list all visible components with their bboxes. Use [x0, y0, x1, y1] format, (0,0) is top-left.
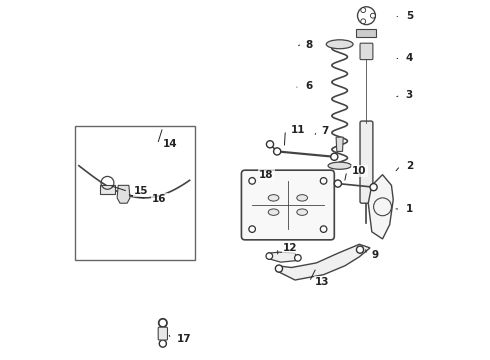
Circle shape — [266, 253, 272, 259]
Text: 1: 1 — [406, 204, 413, 214]
Text: 14: 14 — [163, 139, 177, 149]
Circle shape — [361, 19, 366, 23]
Ellipse shape — [297, 195, 308, 201]
Text: 15: 15 — [134, 186, 148, 197]
Text: 13: 13 — [315, 277, 329, 287]
Circle shape — [371, 185, 376, 189]
Circle shape — [249, 226, 255, 232]
Ellipse shape — [326, 40, 353, 49]
Text: 16: 16 — [152, 194, 167, 203]
Ellipse shape — [268, 195, 279, 201]
Polygon shape — [117, 185, 130, 203]
Circle shape — [277, 266, 281, 271]
Circle shape — [160, 320, 166, 325]
Circle shape — [273, 148, 281, 155]
Circle shape — [275, 265, 283, 272]
Circle shape — [268, 142, 272, 147]
Text: 17: 17 — [176, 334, 191, 344]
Circle shape — [356, 246, 364, 253]
Circle shape — [321, 179, 325, 183]
Circle shape — [268, 254, 271, 258]
Polygon shape — [268, 252, 298, 262]
Circle shape — [267, 141, 273, 148]
FancyBboxPatch shape — [360, 43, 373, 60]
Bar — [100, 185, 115, 194]
Circle shape — [371, 14, 374, 17]
FancyBboxPatch shape — [158, 327, 168, 340]
FancyBboxPatch shape — [360, 121, 373, 203]
FancyBboxPatch shape — [242, 170, 334, 240]
Polygon shape — [336, 137, 343, 152]
Text: 11: 11 — [291, 125, 305, 135]
Circle shape — [320, 178, 327, 184]
Circle shape — [250, 179, 254, 183]
Text: 7: 7 — [321, 126, 329, 136]
Text: 4: 4 — [406, 53, 413, 63]
Circle shape — [334, 180, 342, 187]
Circle shape — [336, 181, 340, 186]
Text: 8: 8 — [305, 40, 312, 50]
Circle shape — [332, 155, 337, 159]
Polygon shape — [368, 175, 393, 239]
Circle shape — [362, 9, 365, 12]
Text: 18: 18 — [259, 170, 274, 180]
Circle shape — [320, 226, 327, 232]
Circle shape — [321, 227, 325, 231]
Text: 9: 9 — [372, 250, 379, 260]
Ellipse shape — [268, 209, 279, 215]
Text: 2: 2 — [406, 161, 413, 171]
Polygon shape — [277, 244, 370, 280]
Circle shape — [296, 256, 300, 260]
Text: 5: 5 — [406, 12, 413, 21]
Text: 12: 12 — [283, 243, 297, 253]
Circle shape — [159, 340, 167, 347]
Circle shape — [370, 184, 377, 191]
Text: 10: 10 — [352, 166, 367, 176]
Circle shape — [250, 227, 254, 231]
Circle shape — [275, 149, 279, 154]
Circle shape — [249, 178, 255, 184]
Text: 6: 6 — [305, 81, 312, 91]
Ellipse shape — [328, 162, 351, 169]
Circle shape — [362, 20, 365, 23]
Bar — [356, 29, 376, 37]
Circle shape — [161, 342, 165, 346]
Bar — [75, 126, 195, 260]
Circle shape — [294, 255, 301, 261]
Circle shape — [358, 248, 362, 252]
Circle shape — [361, 8, 366, 12]
Ellipse shape — [297, 209, 308, 215]
Circle shape — [371, 14, 375, 18]
Circle shape — [331, 153, 338, 160]
Circle shape — [159, 319, 167, 327]
Text: 3: 3 — [406, 90, 413, 100]
